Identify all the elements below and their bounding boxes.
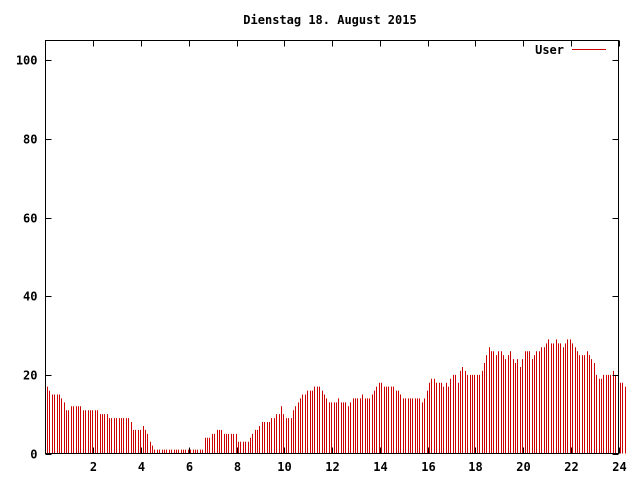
x-tick-label: 18	[468, 460, 482, 474]
x-tick-label: 6	[186, 460, 193, 474]
x-tick-label: 20	[516, 460, 530, 474]
y-tick-label: 60	[23, 212, 37, 226]
y-tick-label: 20	[23, 369, 37, 383]
x-tick-label: 2	[90, 460, 97, 474]
x-tick-label: 12	[325, 460, 339, 474]
chart-title: Dienstag 18. August 2015	[243, 13, 416, 27]
x-tick-label: 24	[612, 460, 626, 474]
y-tick-label: 0	[30, 448, 37, 462]
legend: User	[535, 43, 606, 57]
series-bars	[47, 339, 626, 454]
y-tick-label: 80	[23, 133, 37, 147]
x-tick-label: 14	[373, 460, 387, 474]
y-tick-label: 100	[16, 54, 38, 68]
x-tick-label: 16	[421, 460, 435, 474]
x-tick-label: 8	[234, 460, 241, 474]
x-tick-label: 10	[277, 460, 291, 474]
y-tick-label: 40	[23, 290, 37, 304]
legend-label-user: User	[535, 43, 564, 57]
x-tick-label: 4	[138, 460, 145, 474]
x-tick-label: 22	[564, 460, 578, 474]
